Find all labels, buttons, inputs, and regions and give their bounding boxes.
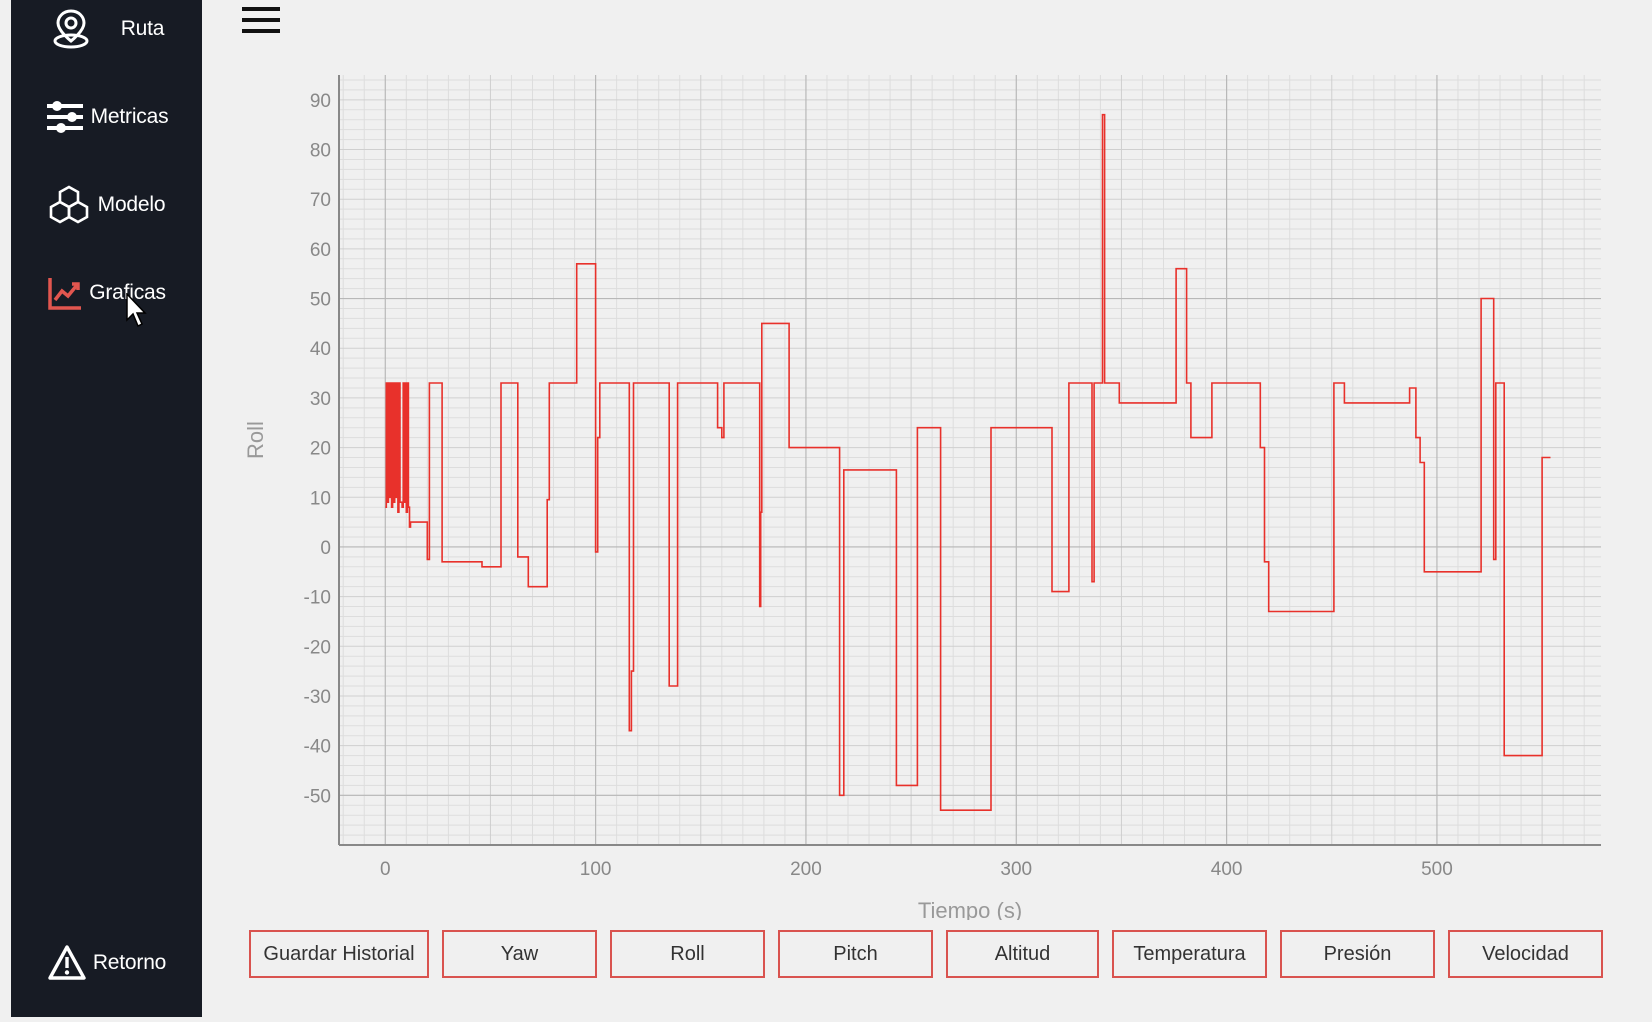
sliders-icon <box>45 97 85 137</box>
y-axis-label: Roll <box>243 421 268 459</box>
roll-button[interactable]: Roll <box>610 930 765 978</box>
y-tick-label: -50 <box>304 786 331 807</box>
x-tick-label: 0 <box>380 859 391 880</box>
y-tick-label: 70 <box>310 190 331 211</box>
altitude-button[interactable]: Altitud <box>946 930 1099 978</box>
y-tick-label: 10 <box>310 488 331 509</box>
y-tick-label: -30 <box>304 687 331 708</box>
cubes-icon <box>48 184 90 226</box>
warning-triangle-icon <box>47 943 87 983</box>
hamburger-menu-icon[interactable] <box>240 2 282 38</box>
roll-chart: 90 80 70 60 50 40 30 20 10 0 -10 -20 -30 -40 -50 0 100 20… <box>230 60 1650 923</box>
y-tick-label: 90 <box>310 91 331 112</box>
sidebar-item-modelo[interactable]: Modelo <box>11 170 202 240</box>
y-tick-label: 50 <box>310 290 331 311</box>
y-tick-label: -20 <box>304 637 331 658</box>
minor-grid <box>339 75 1601 845</box>
y-tick-label: 30 <box>310 389 331 410</box>
x-tick-label: 300 <box>1000 859 1032 880</box>
sidebar-item-metricas[interactable]: Metricas <box>11 82 202 152</box>
y-tick-label: 40 <box>310 339 331 360</box>
plot-area <box>339 75 1601 845</box>
pressure-button[interactable]: Presión <box>1280 930 1435 978</box>
mouse-cursor-icon <box>126 292 148 334</box>
chart-line-icon <box>47 275 83 311</box>
x-axis-label: Tiempo (s) <box>918 898 1022 920</box>
x-tick-label: 500 <box>1421 859 1453 880</box>
map-pin-icon <box>49 7 93 51</box>
y-tick-label: 60 <box>310 240 331 261</box>
sidebar-item-ruta[interactable]: Ruta <box>11 0 202 64</box>
sidebar-item-label: Ruta <box>120 17 165 40</box>
sidebar-item-label: Modelo <box>97 193 166 216</box>
temperature-button[interactable]: Temperatura <box>1112 930 1267 978</box>
sidebar-item-label: Retorno <box>92 951 167 974</box>
sidebar-item-retorno[interactable]: Retorno <box>11 928 202 998</box>
y-tick-label: 80 <box>310 141 331 162</box>
y-tick-label: -40 <box>304 737 331 758</box>
y-tick-label: 20 <box>310 439 331 460</box>
y-tick-label: 0 <box>320 538 331 559</box>
x-tick-label: 400 <box>1211 859 1243 880</box>
x-tick-label: 100 <box>580 859 612 880</box>
pitch-button[interactable]: Pitch <box>778 930 933 978</box>
sidebar-item-graficas[interactable]: Graficas <box>11 258 202 328</box>
yaw-button[interactable]: Yaw <box>442 930 597 978</box>
y-tick-label: -10 <box>304 588 331 609</box>
major-grid <box>339 75 1601 845</box>
sidebar: Ruta Metricas Modelo <box>11 0 202 1017</box>
x-tick-label: 200 <box>790 859 822 880</box>
chart-button-bar: Guardar Historial Yaw Roll Pitch Altitud… <box>249 930 1605 982</box>
sidebar-item-label: Metricas <box>90 105 169 128</box>
save-history-button[interactable]: Guardar Historial <box>249 930 429 978</box>
roll-series-line <box>385 113 1551 811</box>
speed-button[interactable]: Velocidad <box>1448 930 1603 978</box>
sidebar-item-label: Graficas <box>89 281 166 304</box>
